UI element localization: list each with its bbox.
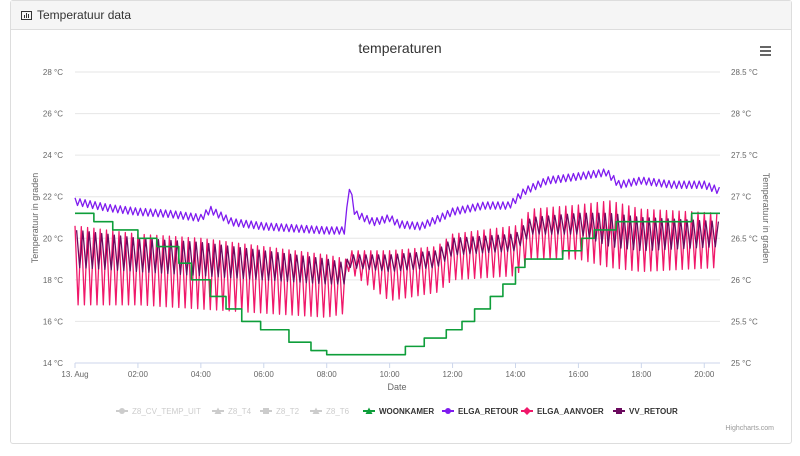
x-tick-label: 04:00 xyxy=(191,370,212,379)
y-right-tick-label: 25.5 °C xyxy=(731,317,758,326)
y-right-tick-label: 28 °C xyxy=(731,110,751,119)
y-axis-right-label: Temperatuur in graden xyxy=(761,173,771,264)
legend-square-marker-icon xyxy=(263,408,269,414)
legend-diamond-marker-icon xyxy=(523,407,531,415)
legend-label: Z8_T4 xyxy=(228,407,252,416)
panel-heading: Temperatuur data xyxy=(11,1,791,30)
legend-triangle-marker-icon xyxy=(214,407,222,414)
y-tick-label: 28 °C xyxy=(43,68,63,77)
legend-label: ELGA_AANVOER xyxy=(537,407,604,416)
y-right-tick-label: 28.5 °C xyxy=(731,68,758,77)
y-right-tick-label: 27 °C xyxy=(731,193,751,202)
series-line-elga-aanvoer xyxy=(74,200,718,318)
y-tick-label: 14 °C xyxy=(43,359,63,368)
legend-item-z8-cv-temp-uit[interactable]: Z8_CV_TEMP_UIT xyxy=(116,407,201,416)
series-line-vv-retour xyxy=(75,212,720,285)
x-tick-label: 16:00 xyxy=(568,370,589,379)
legend-label: Z8_T6 xyxy=(326,407,350,416)
legend-triangle-marker-icon xyxy=(312,407,320,414)
x-tick-label: 10:00 xyxy=(380,370,401,379)
y-right-tick-label: 26 °C xyxy=(731,276,751,285)
credits-link[interactable]: Highcharts.com xyxy=(725,425,774,432)
y-tick-label: 24 °C xyxy=(43,151,63,160)
legend-label: ELGA_RETOUR xyxy=(458,407,519,416)
x-tick-label: 20:00 xyxy=(694,370,715,379)
y-tick-label: 20 °C xyxy=(43,234,63,243)
y-axis-label: Temperatuur in graden xyxy=(30,173,40,264)
legend-circle-marker-icon xyxy=(445,408,451,414)
legend-label: Z8_CV_TEMP_UIT xyxy=(132,407,201,416)
y-tick-label: 22 °C xyxy=(43,193,63,202)
legend-item-woonkamer[interactable]: WOONKAMER xyxy=(363,407,434,416)
legend-triangle-marker-icon xyxy=(365,407,373,414)
x-tick-label: 02:00 xyxy=(128,370,149,379)
x-tick-label: 18:00 xyxy=(631,370,652,379)
legend-item-elga-retour[interactable]: ELGA_RETOUR xyxy=(442,407,519,416)
series-line-woonkamer xyxy=(75,212,720,356)
x-tick-label: 13. Aug xyxy=(61,370,88,379)
y-tick-label: 16 °C xyxy=(43,317,63,326)
legend-label: VV_RETOUR xyxy=(629,407,678,416)
chart-title: temperaturen xyxy=(358,40,441,56)
y-tick-label: 18 °C xyxy=(43,276,63,285)
legend-label: WOONKAMER xyxy=(379,407,434,416)
legend-item-elga-aanvoer[interactable]: ELGA_AANVOER xyxy=(521,407,604,416)
y-right-tick-label: 27.5 °C xyxy=(731,151,758,160)
y-right-tick-label: 25 °C xyxy=(731,359,751,368)
legend-item-z8-t4[interactable]: Z8_T4 xyxy=(212,407,252,416)
legend-label: Z8_T2 xyxy=(276,407,300,416)
x-tick-label: 12:00 xyxy=(443,370,464,379)
y-tick-label: 26 °C xyxy=(43,110,63,119)
x-tick-label: 06:00 xyxy=(254,370,275,379)
legend-circle-marker-icon xyxy=(119,408,125,414)
y-right-tick-label: 26.5 °C xyxy=(731,234,758,243)
panel-title: Temperatuur data xyxy=(37,8,132,22)
legend-item-vv-retour[interactable]: VV_RETOUR xyxy=(613,407,678,416)
legend-item-z8-t6[interactable]: Z8_T6 xyxy=(310,407,350,416)
x-tick-label: 08:00 xyxy=(317,370,338,379)
series-line-elga-retour xyxy=(74,168,721,235)
legend-square-marker-icon xyxy=(616,408,622,414)
legend-item-z8-t2[interactable]: Z8_T2 xyxy=(260,407,300,416)
bar-chart-icon xyxy=(21,10,32,20)
x-axis-label: Date xyxy=(387,382,406,392)
x-tick-label: 14:00 xyxy=(505,370,526,379)
hamburger-menu-icon[interactable] xyxy=(760,46,771,56)
